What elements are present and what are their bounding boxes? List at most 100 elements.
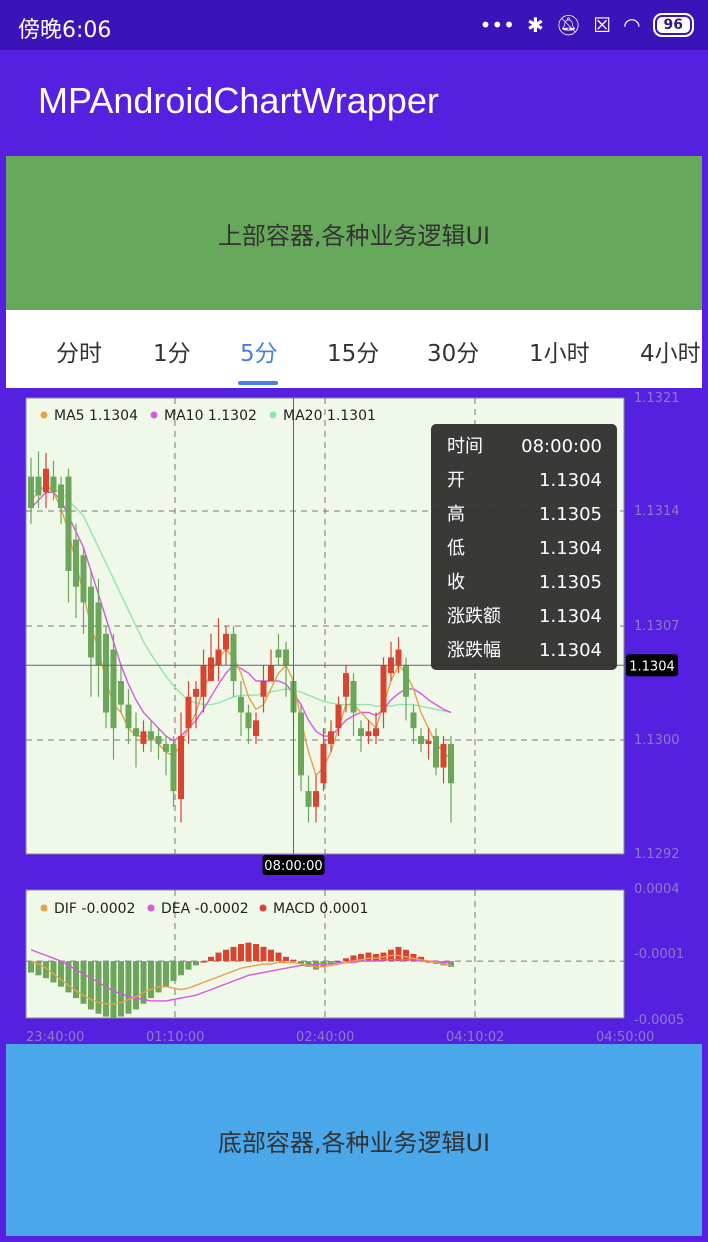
candle [365,720,372,744]
tooltip-key: 涨跌幅 [447,640,501,661]
macd-bar [73,961,79,999]
candle [65,468,72,603]
tooltip-value: 1.1305 [539,504,602,525]
macd-bar [343,958,349,962]
candle [163,736,169,776]
svg-text:DIF -0.0002: DIF -0.0002 [54,901,135,917]
tooltip-value: 1.1304 [539,606,602,627]
chart-area[interactable]: 1.1304 08:00:00 MA5 1.1304 MA10 1.1302 MA20… [6,388,702,1045]
status-bar: 傍晚6:06 ••• ✱ 🔕︎ ☒ ◠ 96 [0,0,708,50]
macd-bar [88,961,94,1010]
dif-line [30,954,452,1005]
tooltip-key: 低 [447,538,465,559]
candle [185,681,192,744]
candle [433,728,439,776]
candle [380,657,387,729]
candle [80,547,87,634]
y-tick-label: 1.1307 [634,619,680,634]
candle [440,736,447,784]
svg-text:MA5 1.1304: MA5 1.1304 [54,408,138,424]
candle [230,626,237,697]
tab-fenshi[interactable]: 分时 [56,341,102,367]
macd-bar [223,949,229,962]
app-title: MPAndroidChartWrapper [38,80,439,121]
y-tick-label: 1.1314 [634,504,680,519]
macd-bar [440,961,447,966]
app-bar: MPAndroidChartWrapper [0,50,708,156]
legend-item: MA10 1.1302 [150,408,257,424]
macd-bar [103,961,109,1017]
candle [95,578,102,697]
status-time: 傍晚6:06 [18,18,112,43]
tooltip-key: 收 [447,572,465,593]
macd-bar [140,961,147,1004]
candle [283,641,289,697]
macd-bar [283,956,289,962]
candle [395,637,402,674]
tab-1hour[interactable]: 1小时 [529,341,590,367]
macd-bar [215,952,222,962]
macd-bar [133,961,139,1010]
macd-bar [373,954,379,962]
bottom-container: 底部容器,各种业务逻辑UI [6,1044,702,1236]
tab-1min[interactable]: 1分 [153,341,191,367]
macd-bar [110,961,117,1018]
macd-bar [148,961,154,999]
tab-indicator [238,381,278,385]
macd-bar [268,949,274,962]
candle [260,665,267,713]
macd-bar [58,961,64,987]
svg-text:DEA -0.0002: DEA -0.0002 [161,901,249,917]
candle [373,712,379,744]
macd-legend-item: DEA -0.0002 [147,901,249,917]
tooltip-key: 时间 [447,436,483,457]
tab-30min[interactable]: 30分 [427,341,480,367]
candle [73,523,79,619]
candle [35,451,42,509]
crosshair-time-label: 08:00:00 [262,855,325,875]
candle [170,736,177,807]
macd-bar [275,952,282,962]
macd-bar [245,942,252,962]
tab-5min[interactable]: 5分 [240,341,278,367]
candle [140,720,147,752]
candle [305,775,312,823]
tooltip-bg [431,424,617,670]
macd-bar [410,954,417,962]
battery-icon: 96 [652,13,694,37]
top-container-text: 上部容器,各种业务逻辑UI [217,221,491,250]
macd-bar [290,959,297,962]
candle [343,665,349,713]
candle [328,720,334,752]
candle [50,460,57,501]
y-tick-label: 1.1292 [634,847,680,862]
macd-bar [170,961,177,982]
macd-bar [418,956,424,962]
macd-bar [350,955,357,962]
x-tick-label: 04:50:00 [596,1030,654,1044]
tooltip-key: 涨跌额 [447,606,501,627]
x-tick-label: 02:40:00 [296,1030,354,1044]
macd-y-tick-label: -0.0001 [634,947,684,962]
macd-y-tick-label: -0.0005 [634,1013,684,1028]
svg-text:1.1304: 1.1304 [629,659,675,674]
svg-text:08:00:00: 08:00:00 [264,859,322,874]
wifi-icon: ◠ [623,13,641,37]
macd-bar [395,946,402,962]
tooltip-value: 1.1304 [539,538,602,559]
x-tick-label: 01:10:00 [146,1030,204,1044]
candle [238,681,244,737]
dots-icon: ••• [479,13,515,37]
tab-4hour[interactable]: 4小时 [640,341,701,367]
tab-15min[interactable]: 15分 [327,341,380,367]
macd-bar [200,961,207,963]
candle [178,712,184,823]
candle [245,704,252,744]
macd-bar [163,961,169,987]
candle [275,633,282,666]
macd-bar [185,961,192,970]
y-tick-label: 1.1321 [634,391,680,406]
kline-chart[interactable]: 1.1304 08:00:00 MA5 1.1304 MA10 1.1302 MA20… [6,388,702,1045]
candle [418,728,424,752]
top-container: 上部容器,各种业务逻辑UI [6,156,702,310]
